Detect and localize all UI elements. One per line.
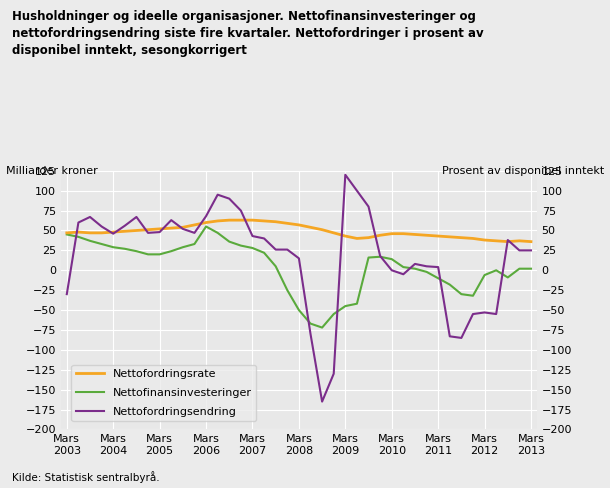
Text: Kilde: Statistisk sentralbyrå.: Kilde: Statistisk sentralbyrå.: [12, 471, 160, 483]
Text: Prosent av disponibel inntekt: Prosent av disponibel inntekt: [442, 166, 604, 176]
Text: Milliarder kroner: Milliarder kroner: [6, 166, 98, 176]
Text: Husholdninger og ideelle organisasjoner. Nettofinansinvesteringer og
nettofordri: Husholdninger og ideelle organisasjoner.…: [12, 10, 484, 57]
Legend: Nettofordringsrate, Nettofinansinvesteringer, Nettofordringsendring: Nettofordringsrate, Nettofinansinvesteri…: [71, 365, 256, 421]
